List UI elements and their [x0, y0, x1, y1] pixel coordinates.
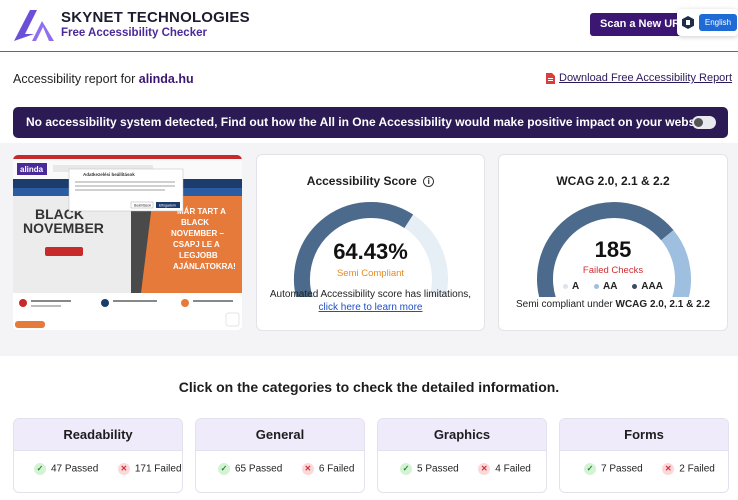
report-domain: alinda.hu	[138, 72, 194, 86]
wcag-card: WCAG 2.0, 2.1 & 2.2 185 Failed Checks A …	[498, 154, 728, 331]
passed-count: 47 Passed	[51, 463, 99, 475]
close-icon: ✕	[478, 463, 491, 475]
website-screenshot: alinda BLACK NOVEMBER MÁR TART A BLACK N…	[13, 155, 242, 330]
failed-count: 2 Failed	[679, 463, 715, 475]
consent-accept-button: Elfogadom	[159, 204, 176, 208]
legend-aaa: AAA	[632, 281, 663, 292]
brand-title: SKYNET TECHNOLOGIES	[61, 9, 250, 26]
accessibility-score-title: Accessibility Score i	[257, 174, 484, 188]
scan-new-url-button[interactable]: Scan a New URL	[590, 13, 690, 36]
failed-count: 4 Failed	[495, 463, 531, 475]
consent-settings-button: Beállítások	[134, 204, 151, 208]
hero-right-line-3: NOVEMBER –	[171, 229, 224, 238]
category-card-general[interactable]: General ✓ 65 Passed ✕ 6 Failed	[195, 418, 365, 493]
category-title: Readability	[14, 419, 182, 451]
passed-count: 65 Passed	[235, 463, 283, 475]
accessibility-note: Automated Accessibility score has limita…	[257, 288, 484, 314]
close-icon: ✕	[117, 463, 130, 475]
wcag-title: WCAG 2.0, 2.1 & 2.2	[556, 174, 670, 188]
categories-heading: Click on the categories to check the det…	[178, 379, 560, 395]
translate-icon[interactable]	[682, 16, 694, 29]
site-logo: alinda	[20, 165, 44, 174]
wcag-failed-label: Failed Checks	[582, 265, 644, 276]
hero-right-line-4: CSAPJ LE A	[173, 240, 220, 249]
wcag-note-prefix: Semi compliant under	[516, 299, 613, 310]
accessibility-score-title-text: Accessibility Score	[306, 174, 417, 188]
brand-subtitle: Free Accessibility Checker	[61, 27, 207, 39]
report-label: Accessibility report for alinda.hu	[13, 72, 194, 86]
category-results: ✓ 7 Passed ✕ 2 Failed	[560, 463, 728, 475]
accessibility-score-value: 64.43%	[333, 239, 408, 264]
wcag-legend: A AA AAA	[499, 281, 727, 292]
legend-aa: AA	[594, 281, 618, 292]
category-title: Forms	[560, 419, 728, 451]
category-results: ✓ 47 Passed ✕ 171 Failed	[14, 463, 182, 475]
pdf-icon	[546, 73, 555, 84]
failed-count: 171 Failed	[134, 463, 182, 475]
check-icon: ✓	[584, 463, 596, 475]
language-button[interactable]: English	[699, 14, 737, 31]
accessibility-score-status: Semi Compliant	[336, 268, 405, 279]
category-card-readability[interactable]: Readability ✓ 47 Passed ✕ 171 Failed	[13, 418, 183, 493]
hero-right-line-2: BLACK	[181, 218, 209, 227]
wcag-failed-count: 185	[594, 237, 632, 262]
category-results: ✓ 5 Passed ✕ 4 Failed	[378, 463, 546, 475]
hero-right-line-6: AJÁNLATOKRA!	[173, 262, 236, 271]
banner-text: No accessibility system detected, Find o…	[26, 115, 713, 129]
wcag-note: Semi compliant under WCAG 2.0, 2.1 & 2.2	[499, 298, 727, 311]
consent-dialog-title: Adatkezelési beállítások	[83, 172, 135, 177]
language-widget: English	[677, 9, 738, 36]
check-icon: ✓	[400, 463, 412, 475]
learn-more-link[interactable]: click here to learn more	[318, 302, 423, 313]
category-card-graphics[interactable]: Graphics ✓ 5 Passed ✕ 4 Failed	[377, 418, 547, 493]
accessibility-gauge-fill	[294, 202, 414, 297]
wcag-gauge-segment-aa	[660, 230, 691, 297]
check-icon: ✓	[34, 463, 46, 475]
accessibility-gauge	[294, 202, 448, 297]
report-label-prefix: Accessibility report for	[13, 72, 136, 86]
accessibility-note-text: Automated Accessibility score has limita…	[269, 289, 472, 300]
website-screenshot-image: alinda BLACK NOVEMBER MÁR TART A BLACK N…	[13, 155, 242, 330]
skynet-logo-icon[interactable]	[12, 7, 56, 43]
passed-count: 7 Passed	[601, 463, 643, 475]
close-icon: ✕	[662, 463, 675, 475]
category-results: ✓ 65 Passed ✕ 6 Failed	[196, 463, 364, 475]
category-title: Graphics	[378, 419, 546, 451]
close-icon: ✕	[301, 463, 314, 475]
legend-a: A	[563, 281, 579, 292]
banner-toggle[interactable]	[692, 116, 716, 129]
hero-right-line-5: LEGJOBB	[179, 251, 218, 260]
legend-a-dot	[563, 283, 569, 289]
wcag-gauge	[537, 202, 691, 297]
legend-aaa-dot	[632, 283, 638, 289]
passed-count: 5 Passed	[417, 463, 459, 475]
info-icon[interactable]: i	[423, 176, 435, 188]
hero-left-line-2: NOVEMBER	[23, 220, 104, 236]
category-card-forms[interactable]: Forms ✓ 7 Passed ✕ 2 Failed	[559, 418, 729, 493]
category-title: General	[196, 419, 364, 451]
check-icon: ✓	[218, 463, 230, 475]
no-accessibility-banner: No accessibility system detected, Find o…	[13, 107, 728, 138]
legend-aa-dot	[594, 283, 600, 289]
wcag-gauge-segment-a	[537, 202, 674, 297]
hero-right-line-1: MÁR TART A	[177, 207, 226, 216]
accessibility-score-card: Accessibility Score i 64.43% Semi Compli…	[256, 154, 485, 331]
wcag-note-bold: WCAG 2.0, 2.1 & 2.2	[615, 299, 710, 310]
header: SKYNET TECHNOLOGIES Free Accessibility C…	[0, 0, 738, 52]
failed-count: 6 Failed	[318, 463, 355, 475]
download-report-link[interactable]: Download Free Accessibility Report	[559, 72, 733, 84]
